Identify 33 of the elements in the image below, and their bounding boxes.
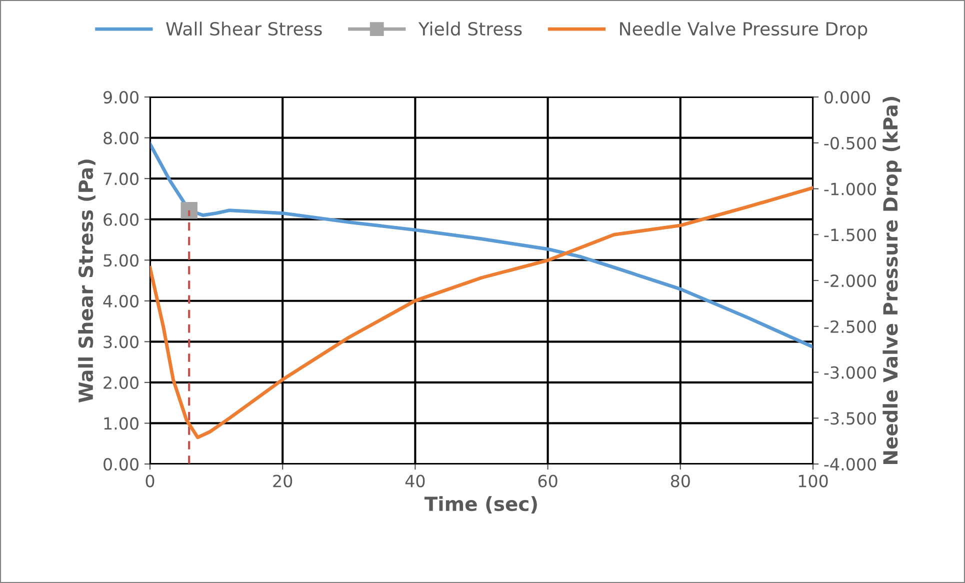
y-tick-label: 3.00 bbox=[104, 336, 138, 348]
y-axis-title: Wall Shear Stress (Pa) bbox=[78, 160, 96, 402]
x-axis-title: Time (sec) bbox=[424, 496, 537, 514]
x-tick-label: 100 bbox=[798, 474, 828, 488]
y2-tick-label: -1.500 bbox=[824, 228, 876, 242]
line-series bbox=[150, 142, 813, 349]
y2-tick-label: -3.500 bbox=[824, 412, 876, 425]
y2-tick-label: -2.000 bbox=[824, 274, 876, 288]
y2-tick-label: -2.500 bbox=[824, 320, 876, 333]
y-tick-label: 2.00 bbox=[104, 376, 138, 390]
legend-label: Needle Valve Pressure Drop bbox=[620, 22, 868, 40]
y-tick-label: 0.00 bbox=[104, 458, 138, 471]
y-tick-label: 8.00 bbox=[104, 132, 138, 144]
y-tick-label: 9.00 bbox=[104, 90, 138, 104]
y2-tick-label: -0.500 bbox=[824, 136, 876, 150]
y-tick-label: 1.00 bbox=[104, 417, 138, 430]
y2-tick-label: -3.000 bbox=[824, 366, 876, 379]
x-tick-label: 20 bbox=[273, 474, 292, 488]
x-tick-label: 80 bbox=[670, 474, 690, 488]
y-tick-label: 6.00 bbox=[104, 213, 138, 226]
y-tick-label: 7.00 bbox=[104, 172, 138, 186]
line-series bbox=[150, 186, 813, 440]
legend-label: Wall Shear Stress bbox=[166, 22, 322, 36]
y2-tick-label: -4.000 bbox=[824, 458, 876, 471]
x-tick-label: 60 bbox=[538, 474, 558, 488]
x-tick-label: 40 bbox=[405, 474, 425, 488]
y2-tick-label: -1.000 bbox=[824, 182, 876, 196]
legend-label: Yield Stress bbox=[418, 22, 522, 36]
y-tick-label: 5.00 bbox=[104, 254, 138, 267]
y-tick-label: 4.00 bbox=[103, 294, 138, 308]
y2-tick-label: 0.000 bbox=[824, 90, 870, 104]
y2-axis-title: Needle Valve Pressure Drop (kPa) bbox=[882, 96, 902, 464]
x-tick-label: 0 bbox=[146, 474, 154, 488]
